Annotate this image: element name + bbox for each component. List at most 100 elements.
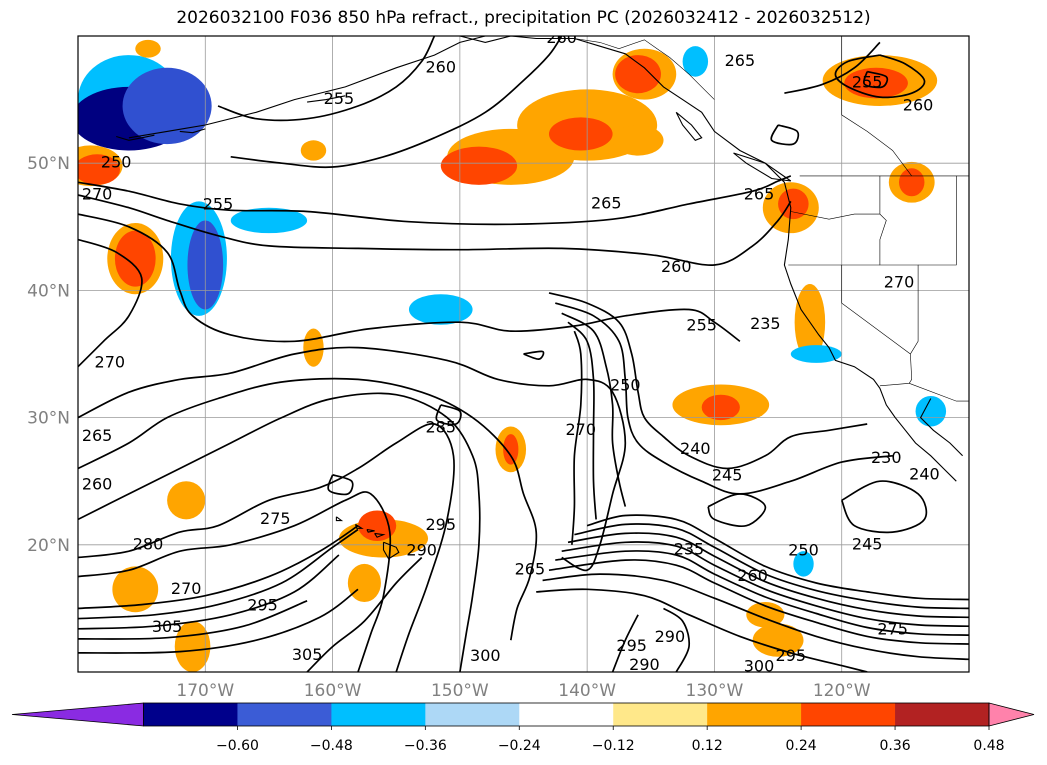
precip-fill-blob [701,394,740,421]
precip-fill-blob [752,623,804,657]
refractivity-contour [536,588,868,672]
contour-label: 245 [712,466,743,485]
longitude-tick-labels: 170°W 160°W 150°W 140°W 130°W 120°W [176,681,870,701]
latitude-tick-label: 30°N [27,409,70,429]
contour-label: 270 [82,185,113,204]
precip-fill-blob [746,602,785,628]
precip-fill-blob [440,146,518,185]
contour-label: 290 [655,627,686,646]
refractivity-contour [306,556,423,672]
latitude-tick-labels: 50°N 40°N 30°N 20°N [27,154,70,556]
coastline [675,111,703,141]
refractivity-contour [78,346,627,572]
precip-fill-blob [167,481,206,520]
refractivity-contour [784,41,881,95]
precip-fill-blob [793,551,814,577]
refractivity-contour [542,573,969,661]
longitude-tick-label: 160°W [304,681,362,701]
precip-fill-blob [548,117,613,151]
contour-label: 300 [744,656,775,675]
precip-fill-blob [347,563,381,603]
refractivity-contour [78,600,308,640]
longitude-tick-label: 140°W [558,681,616,701]
refractivity-contour [611,614,639,672]
refractivity-contour [840,480,928,534]
colorbar-tick-label: −0.60 [216,738,259,754]
refractivity-contour [586,514,969,601]
refractivity-contour [561,541,969,628]
contour-label: 255 [686,316,717,335]
contour-label: 270 [95,352,126,371]
refractivity-contour [78,377,538,641]
coastline-layer [116,36,969,560]
refractivity-contour [555,302,893,495]
contour-label: 235 [750,314,781,333]
contour-label-layer: 255 260 260 265 255 260 250 270 255 265 260 265 270 2… [82,28,940,675]
contour-label: 290 [406,541,437,560]
contour-label: 260 [661,257,692,276]
coastline [116,134,155,141]
colorbar-extend-low [11,702,144,727]
colorbar-tick-labels: −0.60 −0.48 −0.36 −0.24 −0.12 0.12 0.24 0.36 0.4… [216,726,1005,754]
colorbar-tick-label: 0.24 [786,738,817,754]
refractivity-contour [78,491,392,672]
contour-label: 290 [629,655,660,674]
refractivity-contour [567,532,969,619]
political-border [574,36,715,100]
contour-label: 285 [425,417,456,436]
coastline [919,398,963,457]
precip-fill-blob [503,434,519,465]
colorbar-segment [707,703,802,726]
precip-fill-blob [790,345,842,363]
colorbar-segment [143,703,238,726]
precip-fill-blob [778,188,809,220]
precip-fill-blob [135,39,161,58]
colorbar-segment [425,703,520,726]
contour-label: 255 [852,73,883,92]
contour-label: 275 [260,509,291,528]
precip-fill-blob [408,294,473,325]
refractivity-contour [78,524,359,610]
refractivity-contour [78,554,340,630]
coastline [459,36,957,482]
contour-label: 295 [425,515,456,534]
colorbar-segment [613,703,708,726]
coastline [733,152,792,182]
refractivity-contour [78,238,143,368]
refractivity-contour [78,392,481,672]
refractivity-contour [770,124,800,146]
contour-label: 265 [515,560,546,579]
refractivity-contour [78,175,792,226]
graticule-grid [78,36,969,672]
contour-label: 270 [884,272,915,291]
contour-label: 295 [776,646,807,665]
contour-label: 260 [82,475,113,494]
coastline [335,516,344,522]
contour-label: 295 [616,636,647,655]
refractivity-contour [78,194,792,266]
coastline [179,128,206,134]
refractivity-contour [571,330,583,545]
refractivity-contour [217,36,436,122]
contour-label: 280 [133,534,164,553]
contour-label: 265 [82,426,113,445]
contour-label: 255 [203,195,234,214]
precipitation-fill-layer [78,39,947,672]
refractivity-contour [561,312,627,507]
contour-label: 305 [292,645,323,664]
colorbar-segment [237,703,332,726]
precip-fill-blob [78,154,120,185]
contour-label: 260 [546,28,577,47]
precip-fill-blob [300,140,327,161]
refractivity-contour [548,292,868,470]
political-border [918,175,957,266]
political-border [790,211,880,220]
contour-label: 300 [470,646,501,665]
contour-label: 270 [171,579,202,598]
latitude-tick-label: 40°N [27,281,70,301]
contour-label: 255 [324,89,355,108]
contour-label: 250 [788,541,819,560]
longitude-tick-label: 130°W [686,681,744,701]
political-border [841,265,911,355]
